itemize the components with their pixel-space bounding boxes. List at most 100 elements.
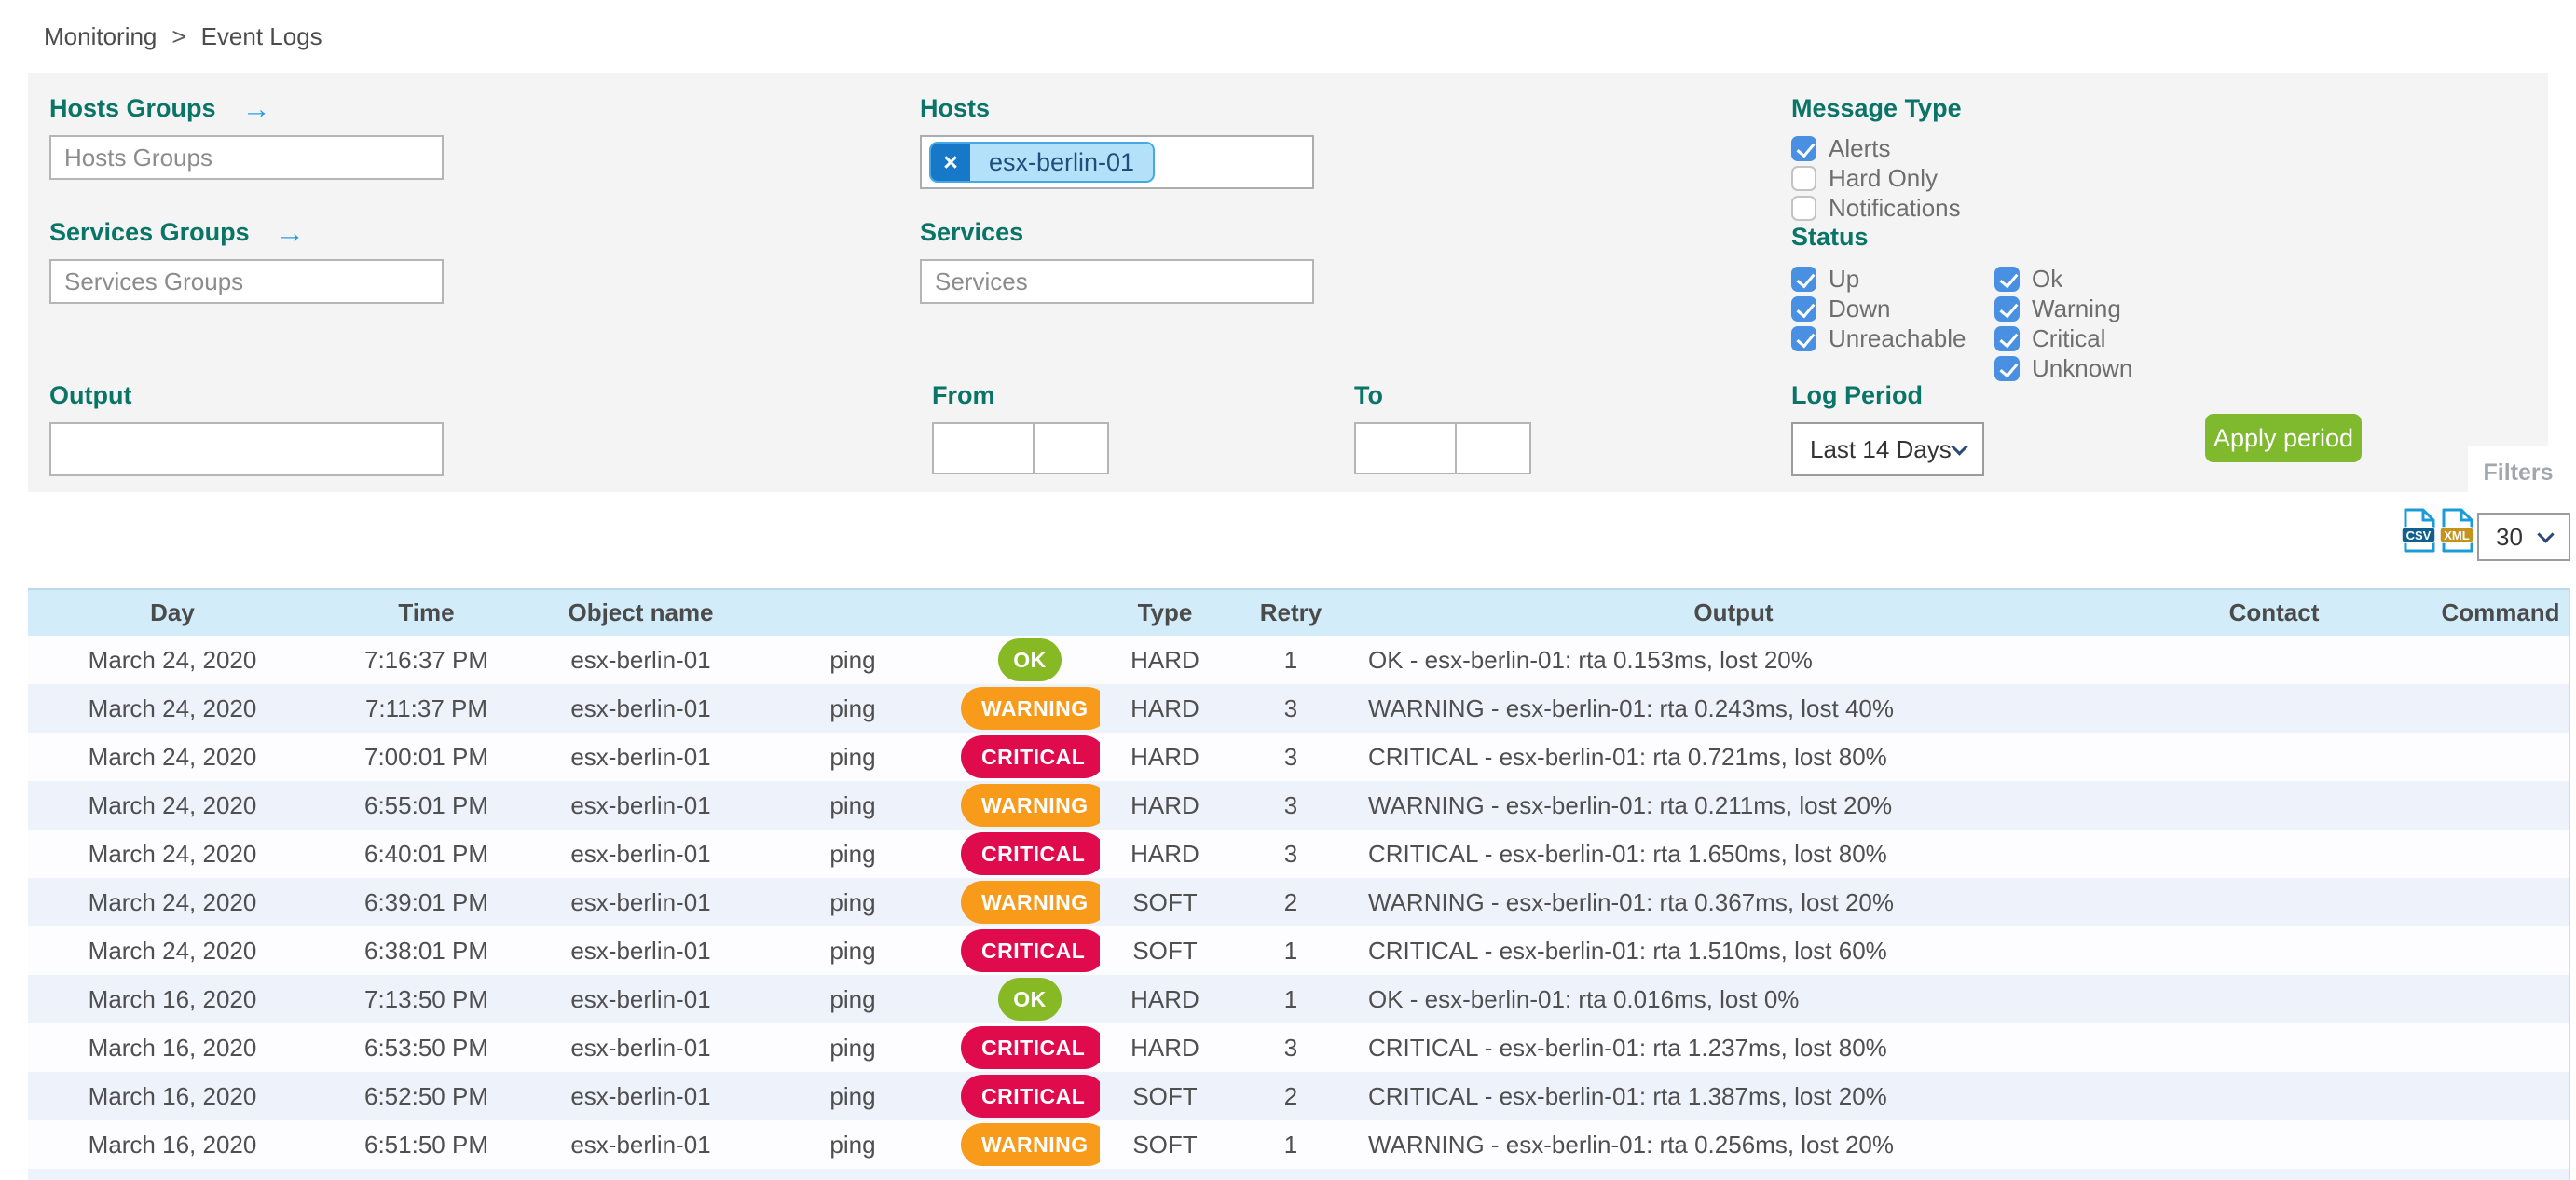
cell-output: CRITICAL - esx-berlin-01: rta 1.387ms, l… bbox=[1368, 1081, 1887, 1110]
cell-service[interactable]: ping bbox=[829, 1081, 876, 1110]
cell-service[interactable]: ping bbox=[829, 887, 876, 916]
apply-period-button[interactable]: Apply period bbox=[2205, 414, 2362, 462]
checkbox-option-unknown: Unknown bbox=[1994, 353, 2132, 383]
status-badge: CRITICAL bbox=[961, 832, 1100, 875]
header-day[interactable]: Day bbox=[28, 588, 317, 636]
checkbox-up[interactable] bbox=[1791, 266, 1816, 292]
cell-object-name[interactable]: esx-berlin-01 bbox=[570, 984, 711, 1013]
cell-service[interactable]: ping bbox=[829, 645, 876, 674]
header-command[interactable]: Command bbox=[2432, 588, 2569, 636]
cell-status: OK bbox=[960, 636, 1100, 684]
log-period-select[interactable]: Last 14 Days bbox=[1791, 422, 1984, 476]
to-time-input[interactable] bbox=[1455, 422, 1531, 474]
checkbox-label-unreachable: Unreachable bbox=[1829, 323, 1966, 352]
cell-status: WARNING bbox=[960, 781, 1100, 830]
services-groups-input[interactable] bbox=[49, 259, 444, 304]
header-object-name[interactable]: Object name bbox=[536, 588, 746, 636]
table-row: March 24, 2020 7:16:37 PM esx-berlin-01 … bbox=[28, 636, 2569, 684]
cell-time: 6:51:50 PM bbox=[364, 1130, 488, 1159]
log-period-group: Log Period Last 14 Days bbox=[1791, 380, 1984, 476]
checkbox-label-ok: Ok bbox=[2032, 264, 2063, 293]
output-label-text: Output bbox=[49, 380, 132, 409]
checkbox-unreachable[interactable] bbox=[1791, 325, 1816, 351]
cell-service[interactable]: ping bbox=[829, 984, 876, 1013]
status-badge: CRITICAL bbox=[961, 1026, 1100, 1069]
xml-export-icon[interactable]: XML bbox=[2439, 508, 2474, 553]
cell-time: 6:40:01 PM bbox=[364, 839, 488, 868]
hosts-groups-label-text: Hosts Groups bbox=[49, 93, 216, 122]
to-date-input[interactable] bbox=[1354, 422, 1457, 474]
cell-contact bbox=[2116, 830, 2432, 878]
cell-object-name[interactable]: esx-berlin-01 bbox=[570, 693, 711, 722]
hosts-label: Hosts bbox=[920, 93, 1314, 123]
cell-service[interactable]: ping bbox=[829, 742, 876, 771]
breadcrumb-monitoring[interactable]: Monitoring bbox=[44, 22, 158, 50]
csv-export-icon[interactable]: CSV bbox=[2401, 508, 2436, 553]
cell-object-name[interactable]: esx-berlin-01 bbox=[570, 645, 711, 674]
breadcrumb-separator: > bbox=[171, 22, 186, 50]
checkbox-warning[interactable] bbox=[1994, 295, 2020, 322]
cell-service[interactable]: ping bbox=[829, 1130, 876, 1159]
cell-object-name[interactable]: esx-berlin-01 bbox=[570, 1081, 711, 1110]
cell-day: March 16, 2020 bbox=[88, 1081, 257, 1110]
checkbox-hard-only[interactable] bbox=[1791, 165, 1816, 191]
cell-service[interactable]: ping bbox=[829, 839, 876, 868]
filter-panel: Hosts Groups → Services Groups → Hosts ×… bbox=[28, 73, 2548, 492]
cell-object-name[interactable]: esx-berlin-01 bbox=[570, 742, 711, 771]
cell-command bbox=[2432, 830, 2569, 878]
cell-service[interactable]: ping bbox=[829, 936, 876, 965]
status-badge: OK bbox=[998, 638, 1062, 681]
cell-object-name[interactable]: esx-berlin-01 bbox=[570, 790, 711, 819]
cell-object-name[interactable]: esx-berlin-01 bbox=[570, 1033, 711, 1062]
output-input[interactable] bbox=[49, 422, 444, 476]
cell-object-name[interactable]: esx-berlin-01 bbox=[570, 936, 711, 965]
status-group: Status Up Down Unreachable Ok Warning Critic… bbox=[1791, 222, 2132, 383]
hosts-groups-input[interactable] bbox=[49, 135, 444, 180]
page-size-select[interactable]: 30 bbox=[2477, 513, 2570, 561]
header-retry[interactable]: Retry bbox=[1230, 588, 1351, 636]
cell-command bbox=[2432, 1120, 2569, 1169]
checkbox-alerts[interactable] bbox=[1791, 135, 1816, 161]
table-row: March 24, 2020 6:55:01 PM esx-berlin-01 … bbox=[28, 781, 2569, 830]
services-input[interactable] bbox=[920, 259, 1314, 304]
from-inputs bbox=[932, 422, 1109, 474]
chip-remove-icon[interactable]: × bbox=[931, 144, 970, 181]
cell-status: WARNING bbox=[960, 878, 1100, 926]
table-body: March 24, 2020 7:16:37 PM esx-berlin-01 … bbox=[28, 636, 2569, 1180]
filters-tab[interactable]: Filters bbox=[2468, 446, 2569, 500]
cell-object-name[interactable]: esx-berlin-01 bbox=[570, 887, 711, 916]
table-row: March 24, 2020 6:39:01 PM esx-berlin-01 … bbox=[28, 878, 2569, 926]
checkbox-unknown[interactable] bbox=[1994, 355, 2020, 381]
hosts-groups-arrow-icon[interactable]: → bbox=[241, 91, 271, 125]
cell-object-name[interactable]: esx-berlin-01 bbox=[570, 839, 711, 868]
cell-service[interactable]: ping bbox=[829, 790, 876, 819]
services-groups-arrow-icon[interactable]: → bbox=[275, 215, 305, 249]
checkbox-critical[interactable] bbox=[1994, 325, 2020, 351]
cell-service[interactable]: ping bbox=[829, 1033, 876, 1062]
hosts-input[interactable]: × esx-berlin-01 bbox=[920, 135, 1314, 189]
cell-day: March 24, 2020 bbox=[88, 839, 257, 868]
header-output[interactable]: Output bbox=[1351, 588, 2116, 636]
cell-output: WARNING - esx-berlin-01: rta 0.256ms, lo… bbox=[1368, 1130, 1894, 1159]
from-time-input[interactable] bbox=[1033, 422, 1109, 474]
cell-command bbox=[2432, 1023, 2569, 1072]
checkbox-label-warning: Warning bbox=[2032, 294, 2121, 322]
cell-status: WARNING bbox=[960, 684, 1100, 733]
cell-output: WARNING - esx-berlin-01: rta 0.243ms, lo… bbox=[1368, 693, 1894, 722]
checkbox-ok[interactable] bbox=[1994, 266, 2020, 292]
header-time[interactable]: Time bbox=[317, 588, 536, 636]
cell-service[interactable]: ping bbox=[829, 693, 876, 722]
from-date-input[interactable] bbox=[932, 422, 1035, 474]
checkbox-down[interactable] bbox=[1791, 295, 1816, 322]
to-label-text: To bbox=[1354, 380, 1383, 409]
cell-object-name[interactable]: esx-berlin-01 bbox=[570, 1130, 711, 1159]
header-type[interactable]: Type bbox=[1100, 588, 1230, 636]
hosts-groups-label: Hosts Groups → bbox=[49, 93, 444, 123]
cell-status: CRITICAL bbox=[960, 1072, 1100, 1120]
header-contact[interactable]: Contact bbox=[2116, 588, 2432, 636]
cell-retry: 3 bbox=[1283, 1033, 1298, 1062]
checkbox-notifications[interactable] bbox=[1791, 195, 1816, 221]
status-columns: Up Down Unreachable Ok Warning Critical Unkno… bbox=[1791, 264, 2132, 383]
cell-output: OK - esx-berlin-01: rta 0.153ms, lost 20… bbox=[1368, 645, 1813, 674]
breadcrumb-event-logs[interactable]: Event Logs bbox=[200, 22, 322, 50]
